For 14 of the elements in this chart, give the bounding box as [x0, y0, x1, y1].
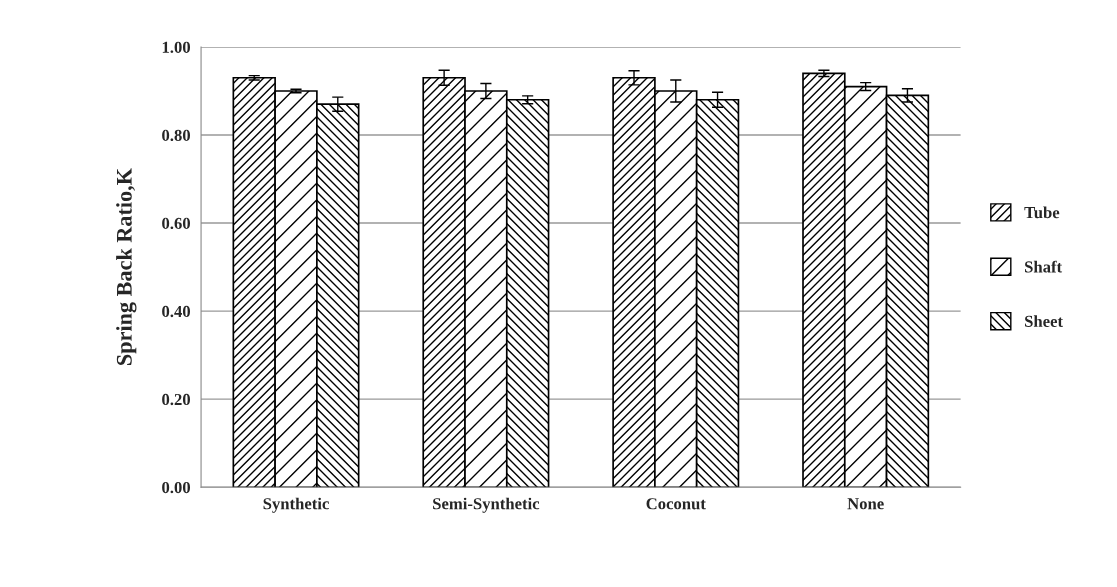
legend-label: Shaft — [1025, 260, 1063, 273]
y-tick-label: 0.60 — [162, 217, 191, 230]
x-tick-label: None — [847, 498, 884, 510]
legend-label: Tube — [1024, 206, 1060, 219]
y-tick-label: 0.40 — [162, 305, 191, 318]
legend-label: Sheet — [1025, 315, 1063, 327]
y-tick-label: 0.20 — [162, 393, 191, 406]
y-tick-label: 0.00 — [162, 481, 191, 494]
y-tick-label: 1.00 — [162, 41, 191, 53]
x-tick-label: Coconut — [646, 498, 706, 510]
y-axis-title: Spring Back Ratio,K — [116, 168, 137, 365]
x-tick-label: Semi-Synthetic — [433, 497, 540, 513]
x-tick-label: Synthetic — [263, 497, 329, 513]
y-tick-label: 0.80 — [162, 129, 191, 142]
